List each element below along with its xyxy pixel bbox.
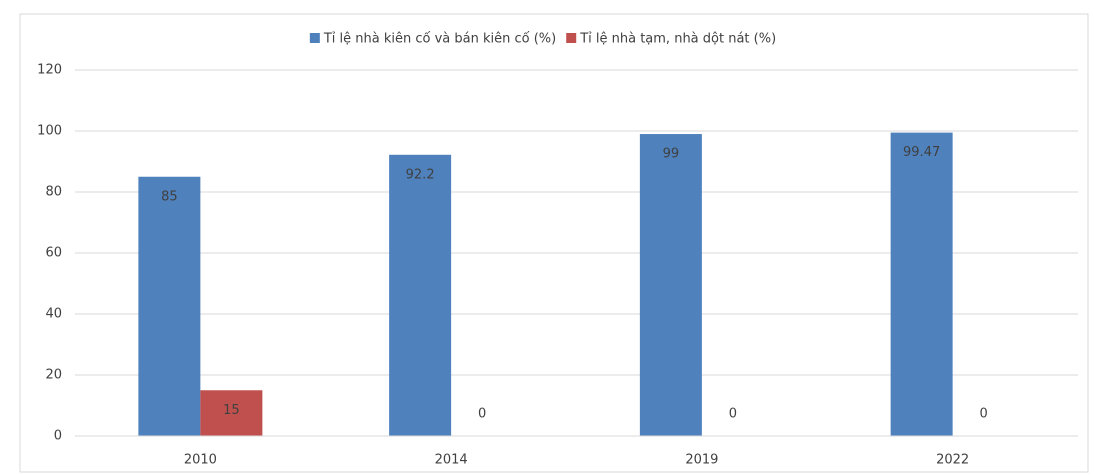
- x-tick-label: 2014: [435, 453, 468, 468]
- y-tick-label: 0: [54, 429, 62, 444]
- bar: [138, 176, 201, 436]
- legend-label: Tỉ lệ nhà tạm, nhà dột nát (%): [579, 32, 776, 47]
- data-label: 15: [223, 403, 240, 418]
- x-tick-label: 2019: [685, 453, 718, 468]
- x-tick-label: 2010: [184, 453, 217, 468]
- data-label: 0: [729, 407, 737, 422]
- legend-label: Tỉ lệ nhà kiên cố và bán kiên cố (%): [323, 32, 556, 47]
- data-label: 99: [663, 147, 680, 162]
- bar: [639, 134, 702, 437]
- data-label: 0: [979, 407, 987, 422]
- y-tick-label: 100: [37, 124, 62, 139]
- y-tick-label: 120: [37, 63, 62, 78]
- bar: [890, 132, 953, 436]
- legend-swatch: [309, 33, 320, 43]
- y-tick-label: 60: [45, 246, 62, 261]
- bar: [200, 390, 263, 436]
- data-label: 99.47: [903, 145, 940, 160]
- x-tick-label: 2022: [936, 453, 969, 468]
- bar: [389, 154, 452, 437]
- data-label: 85: [161, 189, 178, 204]
- data-label: 92.2: [406, 167, 435, 182]
- y-tick-label: 40: [45, 307, 62, 322]
- data-label: 0: [478, 407, 486, 422]
- y-tick-label: 20: [45, 368, 62, 383]
- y-tick-label: 80: [45, 185, 62, 200]
- legend-swatch: [566, 33, 577, 43]
